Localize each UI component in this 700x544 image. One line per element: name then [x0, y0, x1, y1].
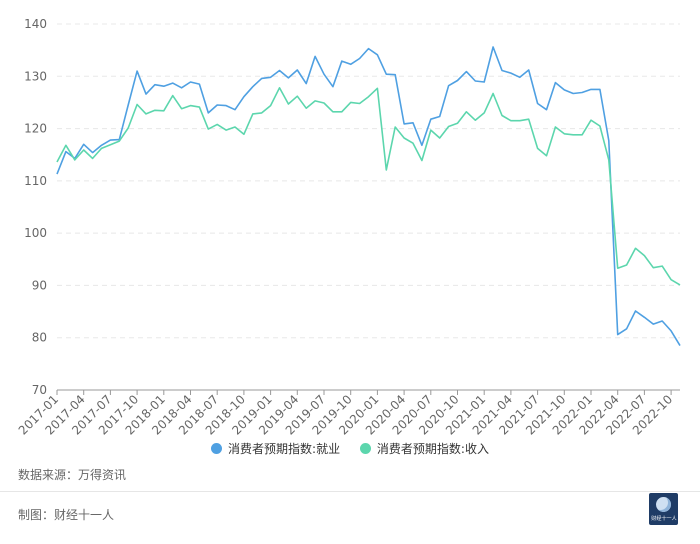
globe-icon: [656, 497, 671, 512]
data-source-note: 数据来源：万得资讯: [18, 468, 127, 482]
legend-item-employment[interactable]: 消费者预期指数:就业: [211, 440, 340, 457]
y-tick-label: 140: [24, 17, 47, 31]
y-axis-ticks: 70 80 90 100 110 120 130 140: [24, 17, 47, 397]
y-tick-label: 100: [24, 226, 47, 240]
brand-logo: 财经十一人: [649, 493, 678, 525]
y-tick-label: 130: [24, 69, 47, 83]
legend-label-income: 消费者预期指数:收入: [376, 442, 489, 456]
y-tick-label: 110: [24, 174, 47, 188]
line-chart: 70 80 90 100 110 120 130 140 2017-012017-042017…: [16, 17, 681, 438]
grid-lines: [57, 23, 680, 339]
y-tick-label: 80: [32, 331, 47, 345]
legend-dot-income: [359, 443, 371, 454]
chart-credit: 制图：财经十一人: [18, 508, 115, 522]
legend-dot-employment: [211, 443, 223, 454]
legend-item-income[interactable]: 消费者预期指数:收入: [359, 440, 489, 457]
logo-label: 财经十一人: [650, 515, 677, 522]
y-tick-label: 90: [32, 278, 47, 292]
y-tick-label: 70: [32, 383, 47, 397]
x-axis-ticks: 2017-012017-042017-072017-102018-012018-…: [16, 390, 675, 438]
y-tick-label: 120: [24, 122, 47, 136]
series-line-employment: [56, 46, 681, 347]
legend-label-employment: 消费者预期指数:就业: [228, 442, 341, 456]
legend: 消费者预期指数:就业 消费者预期指数:收入: [0, 440, 700, 457]
series-line-income: [56, 87, 681, 286]
series-lines: [56, 46, 681, 347]
footer-divider: [0, 491, 700, 492]
